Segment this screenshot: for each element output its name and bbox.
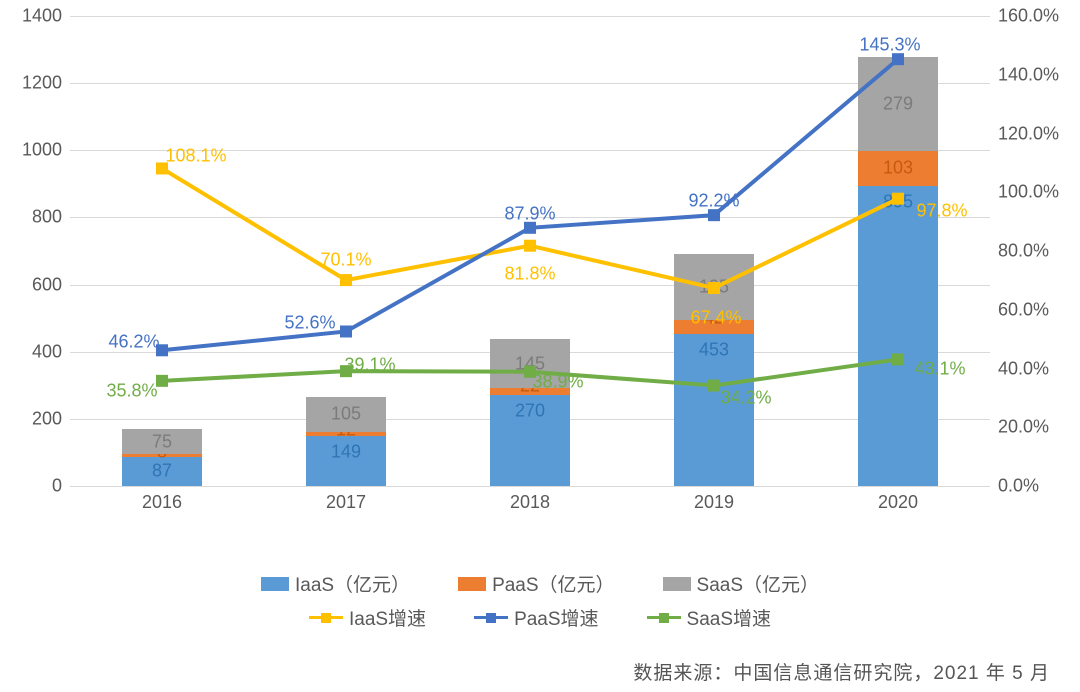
legend-item-iaas_val: IaaS（亿元） (261, 570, 410, 597)
y-axis-left-tick: 600 (32, 274, 70, 295)
line-label-saas_gr: 34.2% (720, 387, 771, 408)
x-axis-tick: 2018 (510, 486, 550, 513)
legend-item-saas_gr: SaaS增速 (647, 604, 771, 631)
y-axis-left-tick: 200 (32, 408, 70, 429)
y-axis-left-tick: 1000 (22, 140, 70, 161)
line-label-iaas_gr: 97.8% (916, 200, 967, 221)
legend-label: SaaS（亿元） (697, 570, 819, 597)
legend-item-saas_val: SaaS（亿元） (663, 570, 819, 597)
y-axis-left-tick: 1200 (22, 73, 70, 94)
legend-swatch-icon (458, 577, 486, 591)
marker-iaas_gr (340, 274, 352, 286)
legend-item-paas_gr: PaaS增速 (474, 604, 598, 631)
line-label-saas_gr: 39.1% (344, 355, 395, 376)
y-axis-right-tick: 100.0% (990, 182, 1059, 203)
y-axis-left-tick: 400 (32, 341, 70, 362)
y-axis-right-tick: 20.0% (990, 417, 1049, 438)
line-label-iaas_gr: 108.1% (165, 146, 226, 167)
y-axis-left-tick: 0 (52, 476, 70, 497)
line-label-iaas_gr: 67.4% (690, 308, 741, 329)
line-overlay (70, 16, 990, 486)
chart-container: 0 200 400 600 800 1000 1200 1400 0.0% 20.0% 40.0% 6… (0, 0, 1080, 692)
marker-saas_gr (708, 380, 720, 392)
y-axis-right-tick: 120.0% (990, 123, 1059, 144)
line-label-paas_gr: 52.6% (284, 313, 335, 334)
legend-swatch-icon (663, 577, 691, 591)
y-axis-left-tick: 1400 (22, 6, 70, 27)
marker-iaas_gr (708, 282, 720, 294)
line-label-iaas_gr: 70.1% (320, 250, 371, 271)
legend-item-iaas_gr: IaaS增速 (309, 604, 426, 631)
line-label-saas_gr: 38.9% (532, 371, 583, 392)
marker-saas_gr (156, 375, 168, 387)
y-axis-left-tick: 800 (32, 207, 70, 228)
legend-label: PaaS（亿元） (492, 570, 614, 597)
x-axis-tick: 2020 (878, 486, 918, 513)
legend-line-icon (647, 616, 681, 619)
y-axis-right-tick: 60.0% (990, 299, 1049, 320)
marker-paas_gr (340, 325, 352, 337)
legend: IaaS（亿元） PaaS（亿元） SaaS（亿元） IaaS增速 PaaS增速 SaaS… (0, 570, 1080, 637)
legend-line-icon (474, 616, 508, 619)
legend-row: IaaS增速 PaaS增速 SaaS增速 (0, 603, 1080, 631)
x-axis-tick: 2016 (142, 486, 182, 513)
y-axis-right-tick: 140.0% (990, 64, 1059, 85)
y-axis-right-tick: 160.0% (990, 6, 1059, 27)
legend-label: IaaS增速 (349, 604, 426, 631)
line-label-paas_gr: 87.9% (504, 203, 555, 224)
marker-iaas_gr (524, 240, 536, 252)
y-axis-right-tick: 80.0% (990, 241, 1049, 262)
y-axis-right-tick: 0.0% (990, 476, 1039, 497)
source-text: 数据来源：中国信息通信研究院，2021 年 5 月 (633, 658, 1050, 685)
legend-item-paas_val: PaaS（亿元） (458, 570, 614, 597)
x-axis-tick: 2019 (694, 486, 734, 513)
marker-iaas_gr (892, 193, 904, 205)
line-label-paas_gr: 92.2% (688, 191, 739, 212)
plot-area: 02004006008001000120014000.0%20.0%40.0%6… (70, 16, 990, 486)
line-label-iaas_gr: 81.8% (504, 263, 555, 284)
legend-label: SaaS增速 (687, 604, 771, 631)
y-axis-right-tick: 40.0% (990, 358, 1049, 379)
marker-saas_gr (892, 353, 904, 365)
line-label-saas_gr: 35.8% (106, 380, 157, 401)
x-axis-tick: 2017 (326, 486, 366, 513)
legend-label: IaaS（亿元） (295, 570, 410, 597)
legend-label: PaaS增速 (514, 604, 598, 631)
legend-line-icon (309, 616, 343, 619)
line-label-paas_gr: 145.3% (859, 35, 920, 56)
legend-row: IaaS（亿元） PaaS（亿元） SaaS（亿元） (0, 570, 1080, 597)
line-label-paas_gr: 46.2% (108, 332, 159, 353)
legend-swatch-icon (261, 577, 289, 591)
line-label-saas_gr: 43.1% (914, 359, 965, 380)
